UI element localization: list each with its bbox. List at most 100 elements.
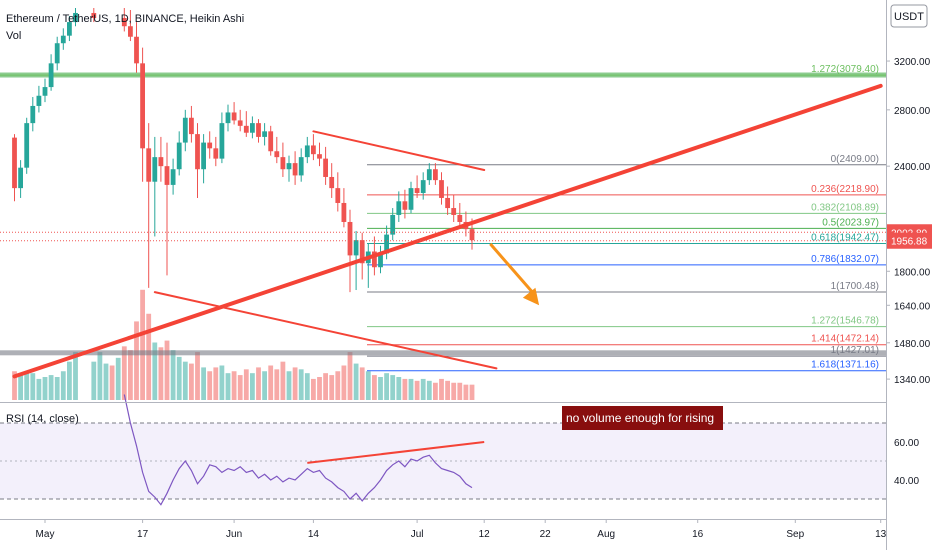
volume-bar: [207, 371, 213, 400]
candle-body: [378, 253, 383, 268]
volume-bar: [408, 378, 414, 400]
fib-level-label: 0.5(2023.97): [822, 217, 879, 228]
candle-body: [353, 240, 359, 256]
candle-body: [73, 12, 78, 23]
volume-bar: [73, 352, 78, 400]
volume-bar: [256, 367, 261, 400]
trendline-upper-wedge[interactable]: [312, 130, 486, 171]
candle-body: [140, 63, 145, 149]
volume-label[interactable]: Vol: [6, 30, 21, 42]
candle-body: [134, 36, 139, 64]
grey-support-zone[interactable]: [0, 350, 886, 356]
candle-body: [396, 201, 402, 215]
volume-bar: [225, 373, 231, 400]
volume-bar: [36, 378, 42, 400]
candle: [18, 160, 23, 198]
volume-bar: [109, 365, 115, 400]
candle: [390, 208, 396, 241]
candle-body: [231, 112, 237, 121]
currency-button-label[interactable]: USDT: [894, 11, 924, 23]
candle: [152, 136, 158, 237]
candle: [414, 175, 420, 198]
time-tick-label: 17: [137, 529, 149, 540]
last-price-text: 1956.88: [891, 237, 928, 248]
trendline-volume-downtrend[interactable]: [153, 291, 498, 370]
candle-body: [121, 18, 127, 27]
candle-body: [18, 167, 23, 189]
candle-body: [128, 26, 133, 37]
volume-bar: [274, 369, 280, 400]
trendline-rising-support[interactable]: [12, 83, 883, 379]
candle-body: [170, 169, 176, 185]
candle-body: [292, 163, 298, 176]
projection-arrow-head[interactable]: [522, 287, 540, 306]
candle: [262, 123, 267, 146]
volume-bar: [134, 321, 139, 400]
fib-level-label: 0.382(2108.89): [811, 202, 879, 213]
candle: [317, 142, 322, 167]
candle-body: [146, 148, 152, 182]
candle-body: [335, 188, 341, 203]
candle-body: [286, 163, 292, 170]
rsi-line-layer: [123, 394, 485, 506]
candle-body: [451, 208, 457, 215]
rsi-divergence-line[interactable]: [307, 441, 485, 464]
candle: [347, 209, 353, 293]
volume-bar: [42, 377, 48, 400]
symbol-title[interactable]: Ethereum / TetherUS, 1D, BINANCE, Heikin…: [6, 13, 244, 25]
candle-body: [30, 105, 36, 124]
volume-bar: [24, 371, 30, 400]
candle-body: [60, 35, 66, 44]
volume-bar: [97, 352, 103, 400]
candle: [237, 109, 243, 132]
candle-body: [347, 221, 353, 256]
candle: [164, 142, 170, 276]
annotation-callout[interactable]: no volume enough for rising: [562, 406, 723, 430]
candle-body: [323, 158, 328, 177]
trendlines-layer[interactable]: [12, 83, 883, 379]
candle: [439, 172, 444, 205]
candle: [182, 109, 188, 152]
candle-body: [311, 145, 316, 155]
candle-body: [256, 123, 261, 137]
candle-body: [12, 137, 17, 189]
candle: [195, 123, 200, 198]
currency-button-frame[interactable]: [890, 4, 928, 28]
volume-bar: [48, 375, 54, 400]
volume-bar: [359, 367, 365, 400]
candle: [73, 8, 78, 27]
fib-level-label: 1.414(1472.14): [811, 334, 879, 345]
price-tick-label: 3200.00: [894, 57, 931, 68]
volume-bar: [311, 378, 316, 400]
volume-bar: [30, 373, 36, 400]
currency-button[interactable]: USDT: [890, 4, 928, 28]
volume-bar: [445, 380, 450, 400]
projection-arrow-shaft[interactable]: [489, 242, 537, 297]
candle: [67, 15, 72, 42]
time-tick-label: Sep: [786, 529, 804, 540]
candle-body: [457, 214, 463, 222]
volume-bar: [262, 371, 267, 400]
candle: [250, 116, 255, 139]
candle-body: [54, 43, 60, 64]
volume-bar: [237, 375, 243, 400]
price-labels: 2002.891956.88: [0, 224, 932, 249]
candle-body: [329, 176, 335, 189]
volume-bar: [128, 350, 133, 400]
annotation-box[interactable]: [562, 406, 723, 430]
volume-bar: [152, 342, 158, 400]
time-axis[interactable]: May 17 Jun 14 Jul 12 22 Aug 16 Sep 13: [36, 519, 887, 540]
rsi-label[interactable]: RSI (14, close): [6, 413, 79, 425]
candle: [323, 146, 328, 185]
candle-body: [304, 145, 310, 158]
time-tick-label: 22: [540, 529, 552, 540]
fib-level-label: 1(1427.01): [831, 345, 879, 356]
candle: [176, 131, 182, 176]
candle: [420, 172, 426, 200]
candle-body: [243, 125, 249, 133]
volume-bar: [365, 371, 371, 400]
candle-body: [359, 240, 365, 264]
candle: [30, 97, 36, 132]
candle: [402, 189, 408, 219]
rsi-axis[interactable]: 60.00 40.00: [894, 438, 919, 487]
